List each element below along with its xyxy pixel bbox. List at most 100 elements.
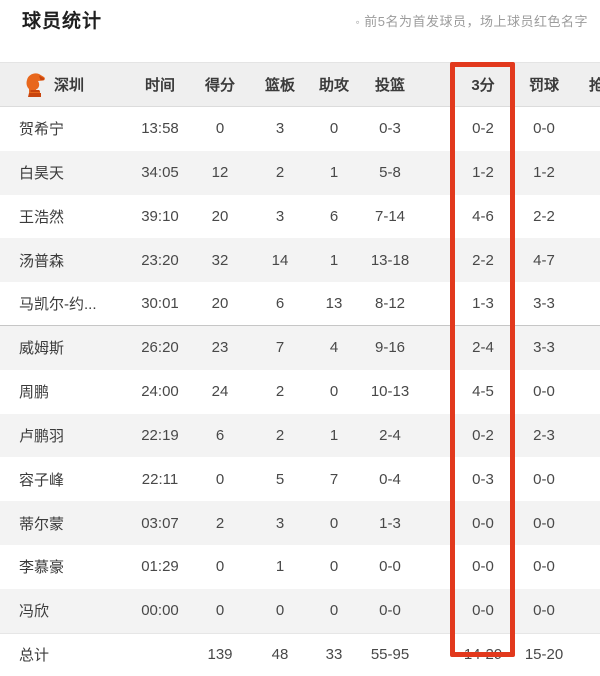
cell-points: 2	[215, 514, 225, 532]
cell-three-pointers: 4-6	[472, 207, 494, 225]
table-row: 周鹏 24:00 24 2 0 10-13 4-5 0-0	[0, 369, 600, 414]
player-name: 周鹏	[19, 384, 50, 402]
cell-assists: 0	[329, 558, 339, 576]
total-rebounds: 48	[271, 646, 289, 664]
table-row: 汤普森 23:20 32 14 1 13-18 2-2 4-7	[0, 238, 600, 283]
team-name: 深圳	[54, 77, 85, 94]
stats-header-bar: 球员统计 ◦ 前5名为首发球员，场上球员红色名字	[0, 0, 600, 62]
cell-points: 23	[211, 339, 229, 357]
team-logo-icon	[25, 71, 46, 98]
cell-rebounds: 3	[275, 120, 285, 138]
player-name: 贺希宁	[19, 121, 65, 139]
cell-three-pointers: 0-2	[472, 120, 494, 138]
player-name: 汤普森	[19, 252, 65, 270]
cell-assists: 13	[325, 295, 343, 313]
team-header-cell: 深圳	[0, 71, 132, 98]
table-row: 容子峰 22:11 0 5 7 0-4 0-3 0-0	[0, 457, 600, 502]
cell-free-throws: 0-0	[533, 602, 555, 620]
cell-points: 6	[215, 426, 225, 444]
cell-field-goals: 5-8	[379, 164, 401, 182]
table-row: 冯欣 00:00 0 0 0 0-0 0-0 0-0	[0, 588, 600, 633]
cell-time: 01:29	[141, 558, 179, 576]
player-name: 容子峰	[19, 471, 65, 489]
cell-points: 12	[211, 164, 229, 182]
cell-time: 13:58	[141, 120, 179, 138]
cell-rebounds: 0	[275, 602, 285, 620]
cell-assists: 6	[329, 207, 339, 225]
player-name: 卢鹏羽	[19, 427, 65, 445]
table-total-row: 总计 139 48 33 55-95 14-29 15-20	[0, 632, 600, 676]
player-stats-table: 深圳 时间 得分 篮板 助攻 投篮 3分 罚球 抢断 贺希宁 13:58 0 3…	[0, 62, 600, 676]
cell-free-throws: 1-2	[533, 164, 555, 182]
cell-rebounds: 1	[275, 558, 285, 576]
player-name: 白昊天	[19, 165, 65, 183]
table-row: 蒂尔蒙 03:07 2 3 0 1-3 0-0 0-0	[0, 501, 600, 545]
cell-points: 0	[215, 602, 225, 620]
cell-three-pointers: 1-2	[472, 164, 494, 182]
cell-three-pointers: 0-0	[472, 602, 494, 620]
col-header-three-pointers: 3分	[471, 77, 495, 94]
cell-time: 26:20	[141, 339, 179, 357]
cell-rebounds: 2	[275, 383, 285, 401]
cell-free-throws: 3-3	[533, 295, 555, 313]
cell-field-goals: 10-13	[370, 383, 410, 401]
table-row: 马凯尔-约... 30:01 20 6 13 8-12 1-3 3-3	[0, 282, 600, 326]
player-name: 马凯尔-约...	[19, 296, 97, 314]
cell-free-throws: 0-0	[533, 383, 555, 401]
cell-three-pointers: 0-0	[472, 558, 494, 576]
total-points: 139	[207, 646, 233, 664]
cell-field-goals: 1-3	[379, 514, 401, 532]
cell-time: 22:19	[141, 426, 179, 444]
cell-three-pointers: 0-2	[472, 426, 494, 444]
cell-rebounds: 3	[275, 514, 285, 532]
player-name: 威姆斯	[19, 340, 65, 358]
cell-field-goals: 0-4	[379, 470, 401, 488]
cell-free-throws: 2-3	[533, 426, 555, 444]
cell-time: 30:01	[141, 295, 179, 313]
total-free-throws: 15-20	[524, 646, 564, 664]
cell-rebounds: 2	[275, 164, 285, 182]
cell-field-goals: 2-4	[379, 426, 401, 444]
col-header-field-goals: 投篮	[374, 77, 405, 94]
col-header-free-throws: 罚球	[528, 77, 559, 94]
table-row: 李慕豪 01:29 0 1 0 0-0 0-0 0-0	[0, 544, 600, 589]
col-header-rebounds: 篮板	[264, 77, 295, 94]
legend-note: ◦ 前5名为首发球员，场上球员红色名字	[356, 10, 589, 34]
cell-assists: 1	[329, 164, 339, 182]
cell-rebounds: 7	[275, 339, 285, 357]
table-row: 王浩然 39:10 20 3 6 7-14 4-6 2-2	[0, 194, 600, 239]
cell-time: 23:20	[141, 251, 179, 269]
cell-time: 00:00	[141, 602, 179, 620]
cell-free-throws: 0-0	[533, 120, 555, 138]
table-header-row: 深圳 时间 得分 篮板 助攻 投篮 3分 罚球 抢断	[0, 62, 600, 107]
cell-free-throws: 0-0	[533, 514, 555, 532]
player-name: 冯欣	[19, 603, 50, 621]
cell-points: 20	[211, 295, 229, 313]
cell-field-goals: 13-18	[370, 251, 410, 269]
cell-field-goals: 0-0	[379, 602, 401, 620]
cell-free-throws: 3-3	[533, 339, 555, 357]
col-header-time: 时间	[144, 77, 175, 94]
note-bullet-icon: ◦	[355, 15, 361, 29]
cell-assists: 0	[329, 383, 339, 401]
cell-assists: 4	[329, 339, 339, 357]
cell-assists: 1	[329, 426, 339, 444]
cell-time: 22:11	[141, 470, 179, 488]
cell-field-goals: 0-3	[379, 120, 401, 138]
cell-rebounds: 5	[275, 470, 285, 488]
table-row: 贺希宁 13:58 0 3 0 0-3 0-2 0-0	[0, 107, 600, 151]
cell-points: 0	[215, 120, 225, 138]
total-field-goals: 55-95	[370, 646, 410, 664]
cell-rebounds: 6	[275, 295, 285, 313]
cell-time: 24:00	[141, 383, 179, 401]
cell-three-pointers: 4-5	[472, 383, 494, 401]
cell-three-pointers: 1-3	[472, 295, 494, 313]
table-row: 卢鹏羽 22:19 6 2 1 2-4 0-2 2-3	[0, 413, 600, 458]
col-header-assists: 助攻	[318, 77, 349, 94]
cell-time: 03:07	[141, 514, 179, 532]
total-assists: 33	[325, 646, 343, 664]
cell-points: 24	[211, 383, 229, 401]
cell-free-throws: 0-0	[533, 558, 555, 576]
player-name: 蒂尔蒙	[19, 515, 65, 533]
cell-assists: 0	[329, 120, 339, 138]
